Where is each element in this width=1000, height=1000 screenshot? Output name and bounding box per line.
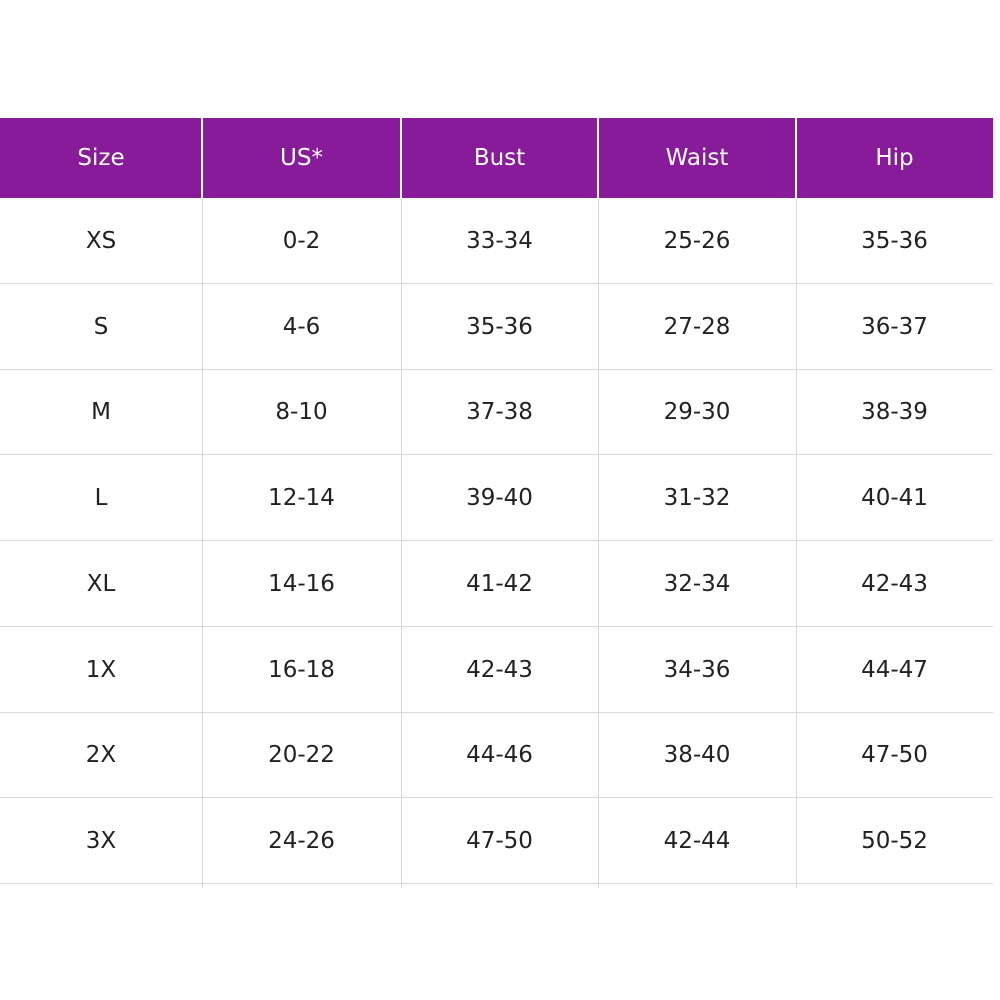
table-cell: XS [85, 227, 117, 254]
table-cell: 47-50 [861, 742, 928, 769]
table-cell: 2X [85, 742, 117, 769]
table-cell: 1X [85, 656, 117, 683]
header-cell: Waist [598, 118, 796, 198]
table-cell: S [93, 313, 109, 340]
header-divider [201, 118, 203, 198]
row-divider [0, 883, 993, 884]
header-cell: Size [0, 118, 202, 198]
table-cell: 27-28 [663, 313, 731, 340]
table-cell: M [91, 399, 111, 426]
table-cell: 35-36 [861, 227, 928, 254]
row-divider [0, 711, 993, 713]
column-divider [796, 198, 797, 888]
table-cell: 8-10 [275, 399, 328, 426]
table-cell: 44-46 [466, 742, 533, 769]
table-cell: 42-44 [663, 828, 731, 855]
table-cell: 47-50 [466, 828, 533, 855]
table-cell: 31-32 [663, 485, 731, 512]
table-cell: 36-37 [861, 313, 928, 340]
table-cell: 37-38 [466, 399, 533, 426]
table-cell: 50-52 [861, 828, 928, 855]
table-cell: 20-22 [268, 742, 335, 769]
table-cell: 42-43 [466, 656, 533, 683]
table-cell: L [94, 485, 108, 512]
table-cell: 42-43 [861, 570, 928, 597]
table-cell: 35-36 [466, 313, 533, 340]
column-divider [598, 198, 599, 888]
table-cell: 14-16 [268, 570, 335, 597]
table-cell: 32-34 [663, 570, 731, 597]
row-divider [0, 540, 993, 541]
table-cell: 24-26 [268, 828, 335, 855]
row-divider [0, 282, 993, 284]
table-cell: 3X [85, 828, 117, 855]
table-cell: 4-6 [282, 313, 321, 340]
table-cell: XL [86, 570, 116, 597]
column-divider [202, 198, 203, 888]
header-cell: US* [202, 118, 401, 198]
row-divider [0, 797, 993, 799]
header-divider [795, 118, 797, 198]
table-cell: 0-2 [282, 227, 321, 254]
header-cell: Bust [401, 118, 598, 198]
header-cell: Hip [796, 118, 993, 198]
column-divider [401, 198, 402, 888]
row-divider [0, 368, 993, 370]
table-cell: 16-18 [268, 656, 335, 683]
table-cell: 38-39 [861, 399, 928, 426]
table-cell: 12-14 [268, 485, 335, 512]
table-cell: 33-34 [466, 227, 533, 254]
row-divider [0, 454, 993, 456]
table-cell: 40-41 [861, 485, 928, 512]
table-cell: 39-40 [466, 485, 533, 512]
table-cell: 25-26 [663, 227, 731, 254]
table-cell: 38-40 [663, 742, 731, 769]
header-divider [597, 118, 599, 198]
table-cell: 41-42 [466, 570, 533, 597]
table-cell: 29-30 [663, 399, 731, 426]
table-cell: 44-47 [861, 656, 928, 683]
row-divider [0, 625, 993, 627]
header-divider [400, 118, 402, 198]
table-cell: 34-36 [663, 656, 731, 683]
